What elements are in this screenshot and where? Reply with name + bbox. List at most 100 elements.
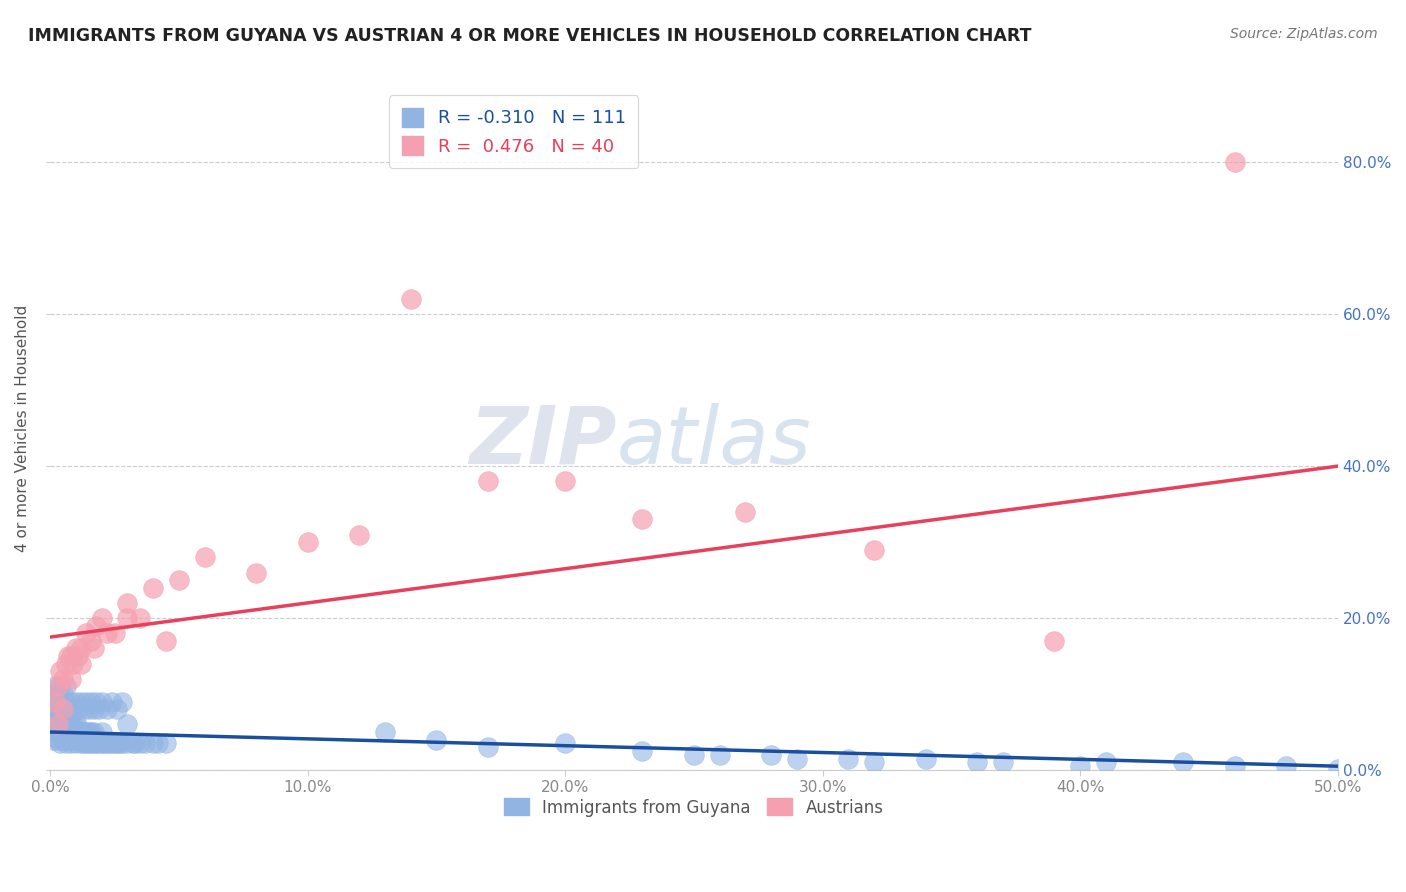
Point (1326, 762, 1348, 776)
Point (46, 732, 69, 747)
Point (55, 657, 77, 671)
Point (117, 717, 139, 731)
Point (101, 736, 124, 750)
Point (65, 714, 87, 728)
Point (759, 747, 782, 762)
Point (70, 641, 93, 656)
Point (148, 736, 170, 750)
Point (108, 736, 131, 750)
Point (966, 756, 988, 770)
Point (86, 695, 108, 709)
Point (86, 618, 108, 632)
Point (90, 695, 112, 709)
Point (683, 747, 706, 762)
Point (56, 710, 79, 724)
Point (863, 542, 886, 557)
Point (554, 736, 576, 750)
Point (96, 626, 118, 640)
Point (59, 736, 82, 750)
Point (129, 611, 152, 625)
Point (72, 702, 94, 716)
Point (44, 680, 66, 694)
Point (142, 581, 165, 595)
Point (1223, 155, 1246, 169)
Point (374, 725, 396, 739)
Point (80, 725, 103, 739)
Legend: Immigrants from Guyana, Austrians: Immigrants from Guyana, Austrians (498, 792, 890, 823)
Point (62, 732, 84, 747)
Point (631, 744, 654, 758)
Point (55, 695, 77, 709)
Point (124, 736, 146, 750)
Point (83, 702, 105, 716)
Point (709, 747, 731, 762)
Point (477, 475, 499, 489)
Point (59, 648, 82, 663)
Point (46, 702, 69, 716)
Point (44, 695, 66, 709)
Point (41, 687, 63, 701)
Point (41, 702, 63, 716)
Point (96, 702, 118, 716)
Point (56, 721, 79, 735)
Point (62, 657, 84, 671)
Point (49, 714, 72, 728)
Point (52, 702, 75, 716)
Point (44, 725, 66, 739)
Point (245, 566, 267, 580)
Point (80, 736, 103, 750)
Point (49, 725, 72, 739)
Point (56, 702, 79, 716)
Point (77, 725, 100, 739)
Point (65, 695, 87, 709)
Point (52, 672, 75, 686)
Point (734, 505, 756, 519)
Point (75, 725, 97, 739)
Point (117, 596, 139, 610)
Point (52, 702, 75, 716)
Point (41, 732, 63, 747)
Point (67, 648, 90, 663)
Point (167, 573, 190, 587)
Point (80, 633, 103, 648)
Point (117, 611, 139, 625)
Point (105, 736, 128, 750)
Point (155, 633, 177, 648)
Point (83, 725, 105, 739)
Point (44, 717, 66, 731)
Point (75, 695, 97, 709)
Point (554, 475, 576, 489)
Point (59, 672, 82, 686)
Point (77, 736, 100, 750)
Point (1069, 759, 1091, 773)
Point (55, 725, 77, 739)
Point (72, 725, 94, 739)
Point (67, 732, 90, 747)
Point (75, 736, 97, 750)
Point (59, 725, 82, 739)
Point (86, 736, 108, 750)
Point (87, 702, 110, 716)
Point (103, 736, 125, 750)
Point (87, 736, 110, 750)
Point (59, 695, 82, 709)
Point (46, 721, 69, 735)
Point (1043, 633, 1066, 648)
Point (49, 736, 72, 750)
Point (70, 695, 93, 709)
Point (80, 695, 103, 709)
Point (52, 732, 75, 747)
Point (70, 657, 93, 671)
Point (96, 736, 118, 750)
Point (46, 710, 69, 724)
Point (425, 732, 447, 747)
Point (121, 736, 143, 750)
Point (631, 512, 654, 526)
Point (991, 756, 1014, 770)
Point (67, 721, 90, 735)
Point (52, 721, 75, 735)
Point (93, 736, 115, 750)
Text: atlas: atlas (617, 403, 811, 481)
Point (98, 736, 121, 750)
Point (1171, 756, 1194, 770)
